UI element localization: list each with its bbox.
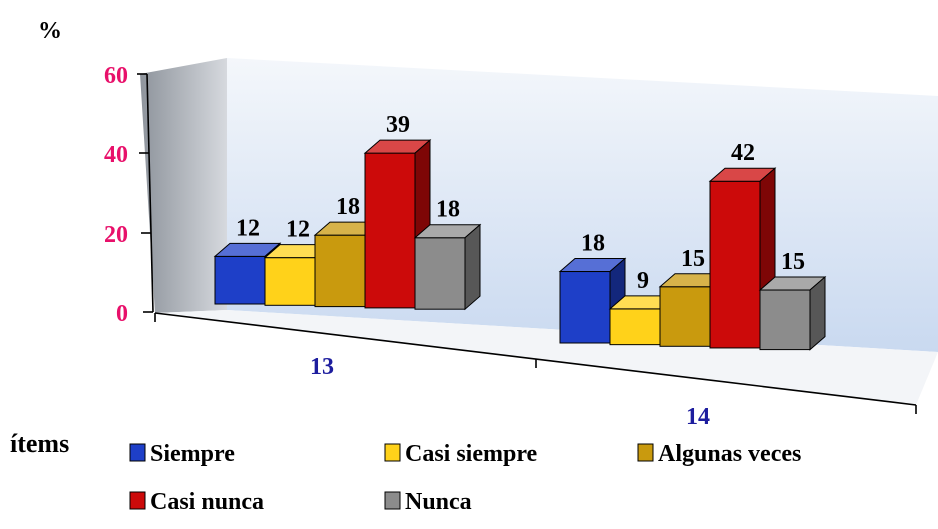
data-label: 18 (436, 197, 460, 223)
data-label: 42 (731, 140, 755, 166)
legend: Siempre Casi siempre Algunas veces Casi nun… (129, 441, 801, 515)
x-axis-title: ítems (10, 429, 69, 458)
y-tick-label: 60 (104, 63, 128, 89)
bars: 12 18 12 9 18 15 39 42 18 15 (213, 112, 827, 351)
y-tick-label: 40 (104, 142, 128, 168)
y-tick-labels: 60 40 20 0 (104, 63, 128, 327)
legend-item: Algunas veces (637, 441, 801, 467)
bar (758, 275, 827, 351)
data-label: 15 (681, 246, 705, 272)
category-label: 13 (310, 354, 334, 380)
legend-label: Casi nunca (150, 489, 264, 515)
data-label: 15 (781, 249, 805, 275)
legend-swatch (637, 443, 654, 462)
side-wall (140, 58, 227, 313)
data-label: 18 (336, 194, 360, 220)
y-tick-label: 0 (116, 301, 128, 327)
legend-label: Siempre (150, 441, 235, 467)
legend-item: Casi nunca (129, 489, 264, 515)
legend-item: Siempre (129, 441, 235, 467)
bar (708, 167, 777, 350)
legend-swatch (384, 491, 401, 510)
data-label: 12 (286, 217, 310, 243)
category-label: 14 (686, 404, 710, 430)
legend-swatch (129, 491, 146, 510)
data-label: 9 (637, 268, 649, 294)
data-label: 18 (581, 231, 605, 257)
data-label: 39 (386, 112, 410, 138)
legend-label: Casi siempre (405, 441, 538, 467)
legend-label: Algunas veces (658, 441, 801, 467)
y-tick-label: 20 (104, 222, 128, 248)
legend-swatch (384, 443, 401, 462)
bar (413, 223, 482, 311)
y-axis (146, 73, 154, 313)
y-axis-title: % (38, 18, 62, 44)
legend-swatch (129, 443, 146, 462)
legend-item: Nunca (384, 489, 472, 515)
floor (155, 310, 938, 405)
data-label: 12 (236, 215, 260, 241)
legend-label: Nunca (405, 489, 472, 515)
legend-item: Casi siempre (384, 441, 538, 467)
